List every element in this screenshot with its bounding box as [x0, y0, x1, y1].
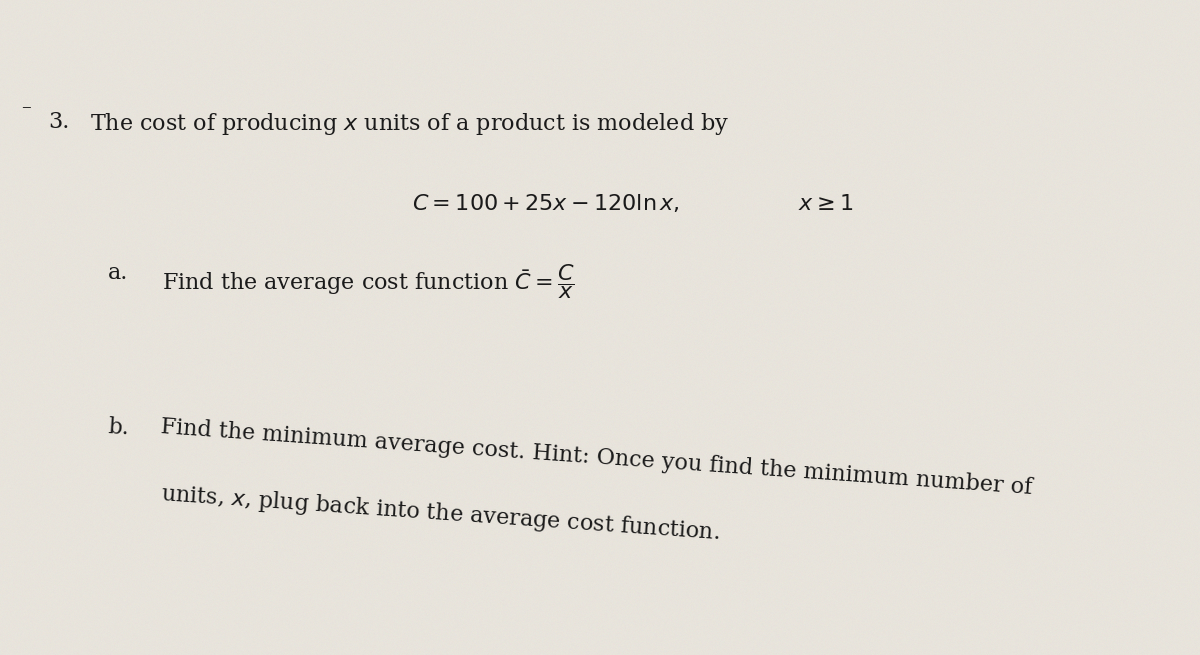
Text: The cost of producing $x$ units of a product is modeled by: The cost of producing $x$ units of a pro…: [90, 111, 730, 138]
Text: $x \geq 1$: $x \geq 1$: [798, 193, 853, 215]
Text: 3.: 3.: [48, 111, 70, 134]
Text: units, $x$, plug back into the average cost function.: units, $x$, plug back into the average c…: [160, 481, 721, 546]
Text: –: –: [22, 98, 31, 116]
Text: a.: a.: [108, 262, 128, 284]
Text: Find the average cost function $\bar{C} = \dfrac{C}{x}$: Find the average cost function $\bar{C} …: [162, 262, 575, 301]
Text: $C = 100 + 25x - 120\ln x,$: $C = 100 + 25x - 120\ln x,$: [412, 193, 680, 215]
Text: Find the minimum average cost. Hint: Once you find the minimum number of: Find the minimum average cost. Hint: Onc…: [161, 416, 1033, 499]
Text: b.: b.: [107, 416, 130, 440]
